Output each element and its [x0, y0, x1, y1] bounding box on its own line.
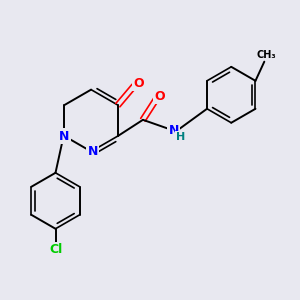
Text: H: H — [176, 132, 185, 142]
Text: N: N — [87, 145, 98, 158]
Text: CH₃: CH₃ — [257, 50, 277, 60]
Text: N: N — [59, 130, 70, 142]
Text: O: O — [154, 90, 165, 103]
Text: N: N — [169, 124, 179, 136]
Text: O: O — [133, 76, 144, 89]
Text: Cl: Cl — [49, 244, 62, 256]
